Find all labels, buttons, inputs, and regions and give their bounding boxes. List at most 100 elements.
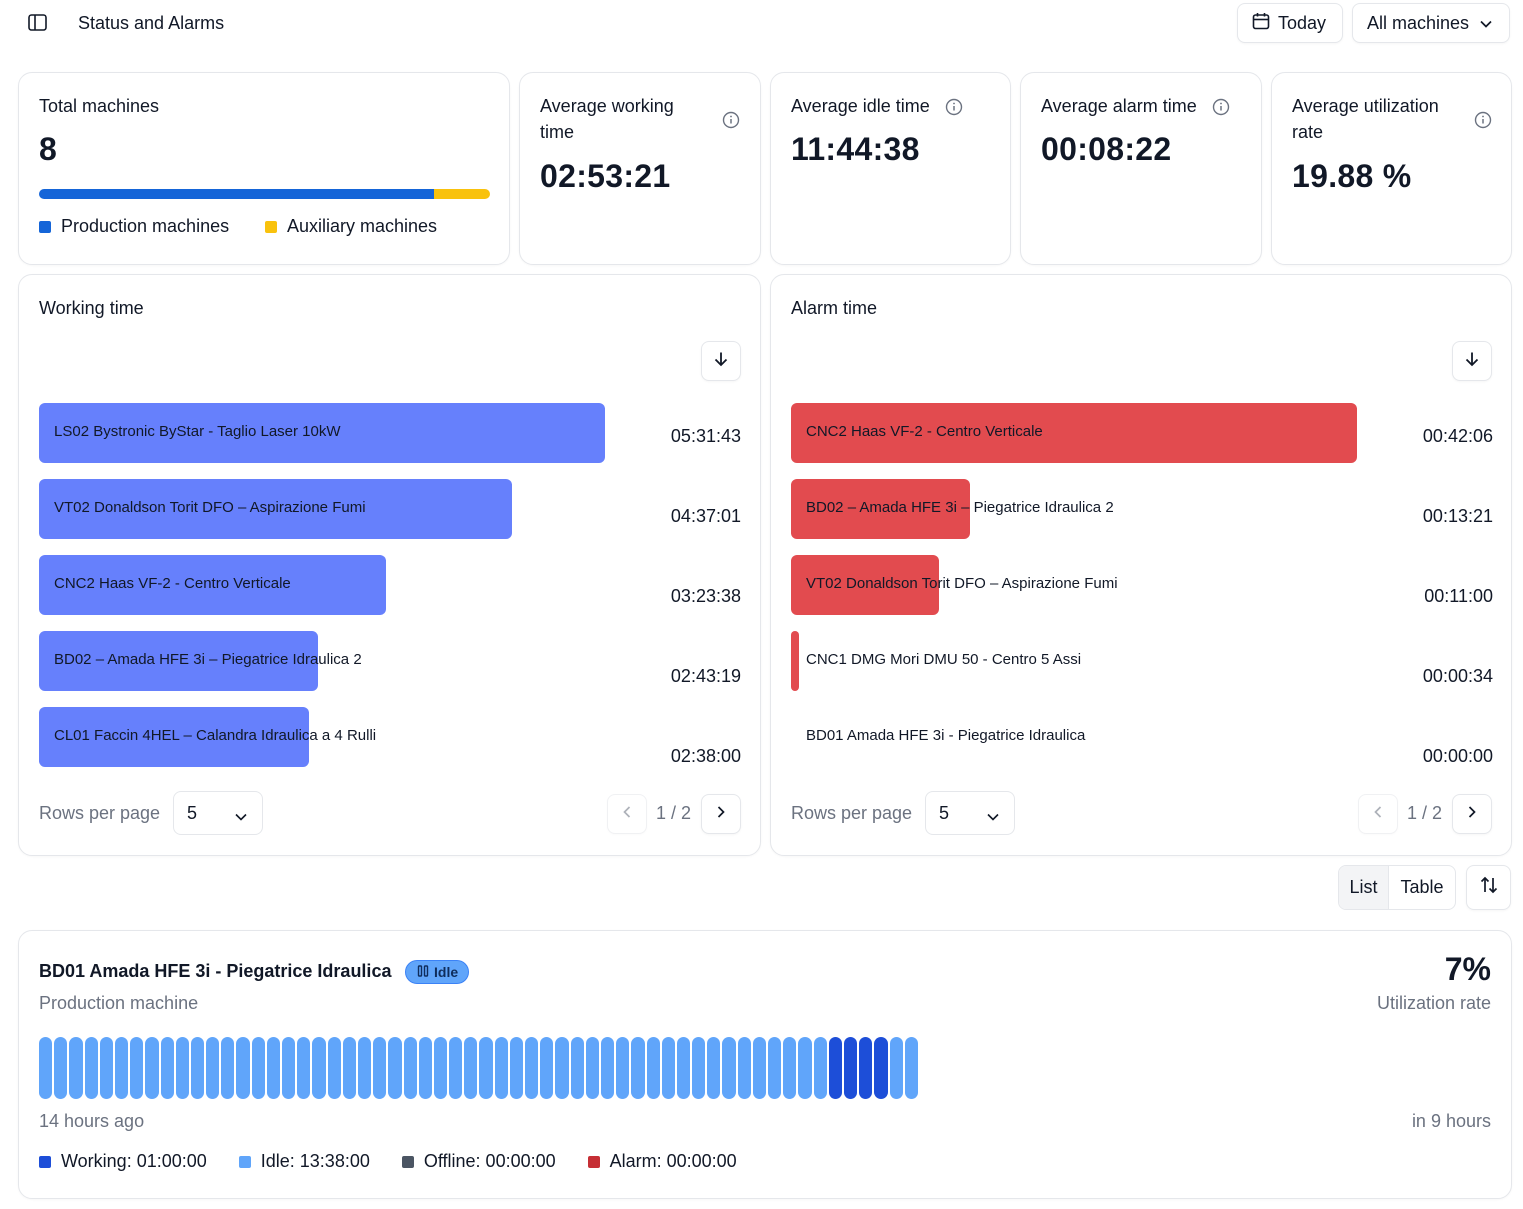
timeline-segment[interactable]	[889, 1037, 903, 1099]
timeline-segment[interactable]	[403, 1037, 417, 1099]
machine-filter-select[interactable]: All machines	[1352, 3, 1510, 43]
date-filter-label: Today	[1278, 12, 1327, 33]
timeline-segment[interactable]	[449, 1037, 463, 1099]
date-filter-button[interactable]: Today	[1237, 3, 1343, 43]
timeline-segment[interactable]	[221, 1037, 235, 1099]
timeline-segment[interactable]	[616, 1037, 630, 1099]
avg-idle-label: Average idle time	[791, 96, 930, 116]
timeline-segment[interactable]	[190, 1037, 205, 1099]
timeline-segment[interactable]	[99, 1037, 113, 1099]
machine-card[interactable]: BD01 Amada HFE 3i - Piegatrice Idraulica…	[18, 930, 1512, 1199]
timeline-segment[interactable]	[433, 1037, 448, 1099]
info-icon[interactable]	[1212, 98, 1230, 116]
timeline-segment[interactable]	[646, 1037, 660, 1099]
timeline-segment[interactable]	[783, 1037, 797, 1099]
table-view-button[interactable]: Table	[1400, 877, 1444, 897]
timeline-segment[interactable]	[585, 1037, 599, 1099]
timeline-legend-label: Working: 01:00:00	[61, 1151, 207, 1171]
timeline-segment[interactable]	[843, 1037, 858, 1099]
next-page-button[interactable]	[701, 794, 741, 834]
timeline-segment[interactable]	[555, 1037, 569, 1099]
timeline-segment[interactable]	[692, 1037, 706, 1099]
timeline-segment[interactable]	[540, 1037, 554, 1099]
timeline-segment[interactable]	[874, 1037, 888, 1099]
timeline-segment[interactable]	[388, 1037, 402, 1099]
production-legend: Production machines	[39, 216, 229, 237]
page-indicator: 1 / 2	[1407, 803, 1443, 823]
sort-order-button[interactable]	[1466, 865, 1511, 910]
avg-working-card: Average working time 02:53:21	[519, 72, 761, 265]
timeline-segment[interactable]	[418, 1037, 432, 1099]
timeline-segment[interactable]	[661, 1037, 675, 1099]
timeline-segment[interactable]	[282, 1037, 296, 1099]
chevron-left-icon	[1373, 805, 1383, 824]
timeline-segment[interactable]	[312, 1037, 326, 1099]
timeline-legend-item: Alarm: 00:00:00	[587, 1151, 737, 1172]
timeline-segment[interactable]	[737, 1037, 751, 1099]
timeline-segment[interactable]	[206, 1037, 220, 1099]
timeline-segment[interactable]	[752, 1037, 766, 1099]
timeline-segment[interactable]	[175, 1037, 189, 1099]
alarm-time-bar-value: 00:00:00	[1422, 746, 1493, 766]
timeline-segment[interactable]	[600, 1037, 615, 1099]
arrows-up-down-icon	[1479, 875, 1499, 900]
prev-page-button[interactable]	[607, 794, 647, 834]
timeline-segment[interactable]	[266, 1037, 280, 1099]
alarm-time-bar-label: CNC2 Haas VF-2 - Centro Verticale	[806, 423, 1043, 440]
timeline-segment[interactable]	[160, 1037, 174, 1099]
rows-per-page-select[interactable]: 5	[925, 791, 1015, 835]
avg-working-value: 02:53:21	[540, 158, 671, 194]
timeline-segment[interactable]	[798, 1037, 812, 1099]
timeline-segment[interactable]	[342, 1037, 356, 1099]
timeline-segment[interactable]	[84, 1037, 98, 1099]
timeline-segment[interactable]	[509, 1037, 523, 1099]
timeline-segment[interactable]	[676, 1037, 691, 1099]
timeline-segment[interactable]	[631, 1037, 645, 1099]
timeline-segment[interactable]	[69, 1037, 83, 1099]
timeline-legend-label: Idle: 13:38:00	[260, 1151, 370, 1171]
timeline-segment[interactable]	[768, 1037, 782, 1099]
prev-page-button[interactable]	[1358, 794, 1398, 834]
timeline-segment[interactable]	[251, 1037, 265, 1099]
utilization-label: Utilization rate	[1376, 993, 1491, 1013]
sort-button[interactable]	[701, 341, 741, 381]
timeline-segment[interactable]	[297, 1037, 311, 1099]
rows-per-page-select[interactable]: 5	[173, 791, 263, 835]
info-icon[interactable]	[1474, 111, 1492, 129]
timeline-segment[interactable]	[145, 1037, 159, 1099]
info-icon[interactable]	[722, 111, 740, 129]
timeline-segment[interactable]	[236, 1037, 250, 1099]
avg-idle-value: 11:44:38	[791, 131, 920, 167]
timeline-segment[interactable]	[494, 1037, 508, 1099]
timeline-segment[interactable]	[813, 1037, 827, 1099]
next-page-button[interactable]	[1452, 794, 1492, 834]
timeline-segment[interactable]	[828, 1037, 842, 1099]
avg-utilization-value: 19.88 %	[1292, 158, 1412, 194]
timeline-segment[interactable]	[570, 1037, 584, 1099]
chevron-down-icon	[986, 806, 1000, 827]
timeline-segment[interactable]	[479, 1037, 493, 1099]
timeline-segment[interactable]	[39, 1037, 53, 1099]
sidebar-toggle-icon[interactable]	[27, 13, 49, 33]
page-indicator: 1 / 2	[656, 803, 692, 823]
avg-alarm-value: 00:08:22	[1041, 131, 1172, 167]
timeline-segment[interactable]	[707, 1037, 721, 1099]
timeline-segment[interactable]	[464, 1037, 478, 1099]
timeline-segment[interactable]	[525, 1037, 539, 1099]
working-time-bar	[39, 403, 605, 463]
working-time-bar-label: VT02 Donaldson Torit DFO – Aspirazione F…	[54, 499, 366, 516]
timeline-segment[interactable]	[327, 1037, 341, 1099]
avg-utilization-label: Average utilization rate	[1292, 96, 1439, 142]
sort-button[interactable]	[1452, 341, 1492, 381]
timeline-segment[interactable]	[904, 1037, 918, 1099]
timeline-segment[interactable]	[54, 1037, 68, 1099]
timeline-segment[interactable]	[357, 1037, 372, 1099]
info-icon[interactable]	[945, 98, 963, 116]
list-view-button[interactable]: List	[1339, 866, 1389, 909]
timeline-segment[interactable]	[859, 1037, 873, 1099]
alarm-time-bar-label: VT02 Donaldson Torit DFO – Aspirazione F…	[806, 575, 1118, 592]
timeline-segment[interactable]	[722, 1037, 736, 1099]
timeline-segment[interactable]	[130, 1037, 144, 1099]
timeline-segment[interactable]	[373, 1037, 387, 1099]
timeline-segment[interactable]	[114, 1037, 129, 1099]
